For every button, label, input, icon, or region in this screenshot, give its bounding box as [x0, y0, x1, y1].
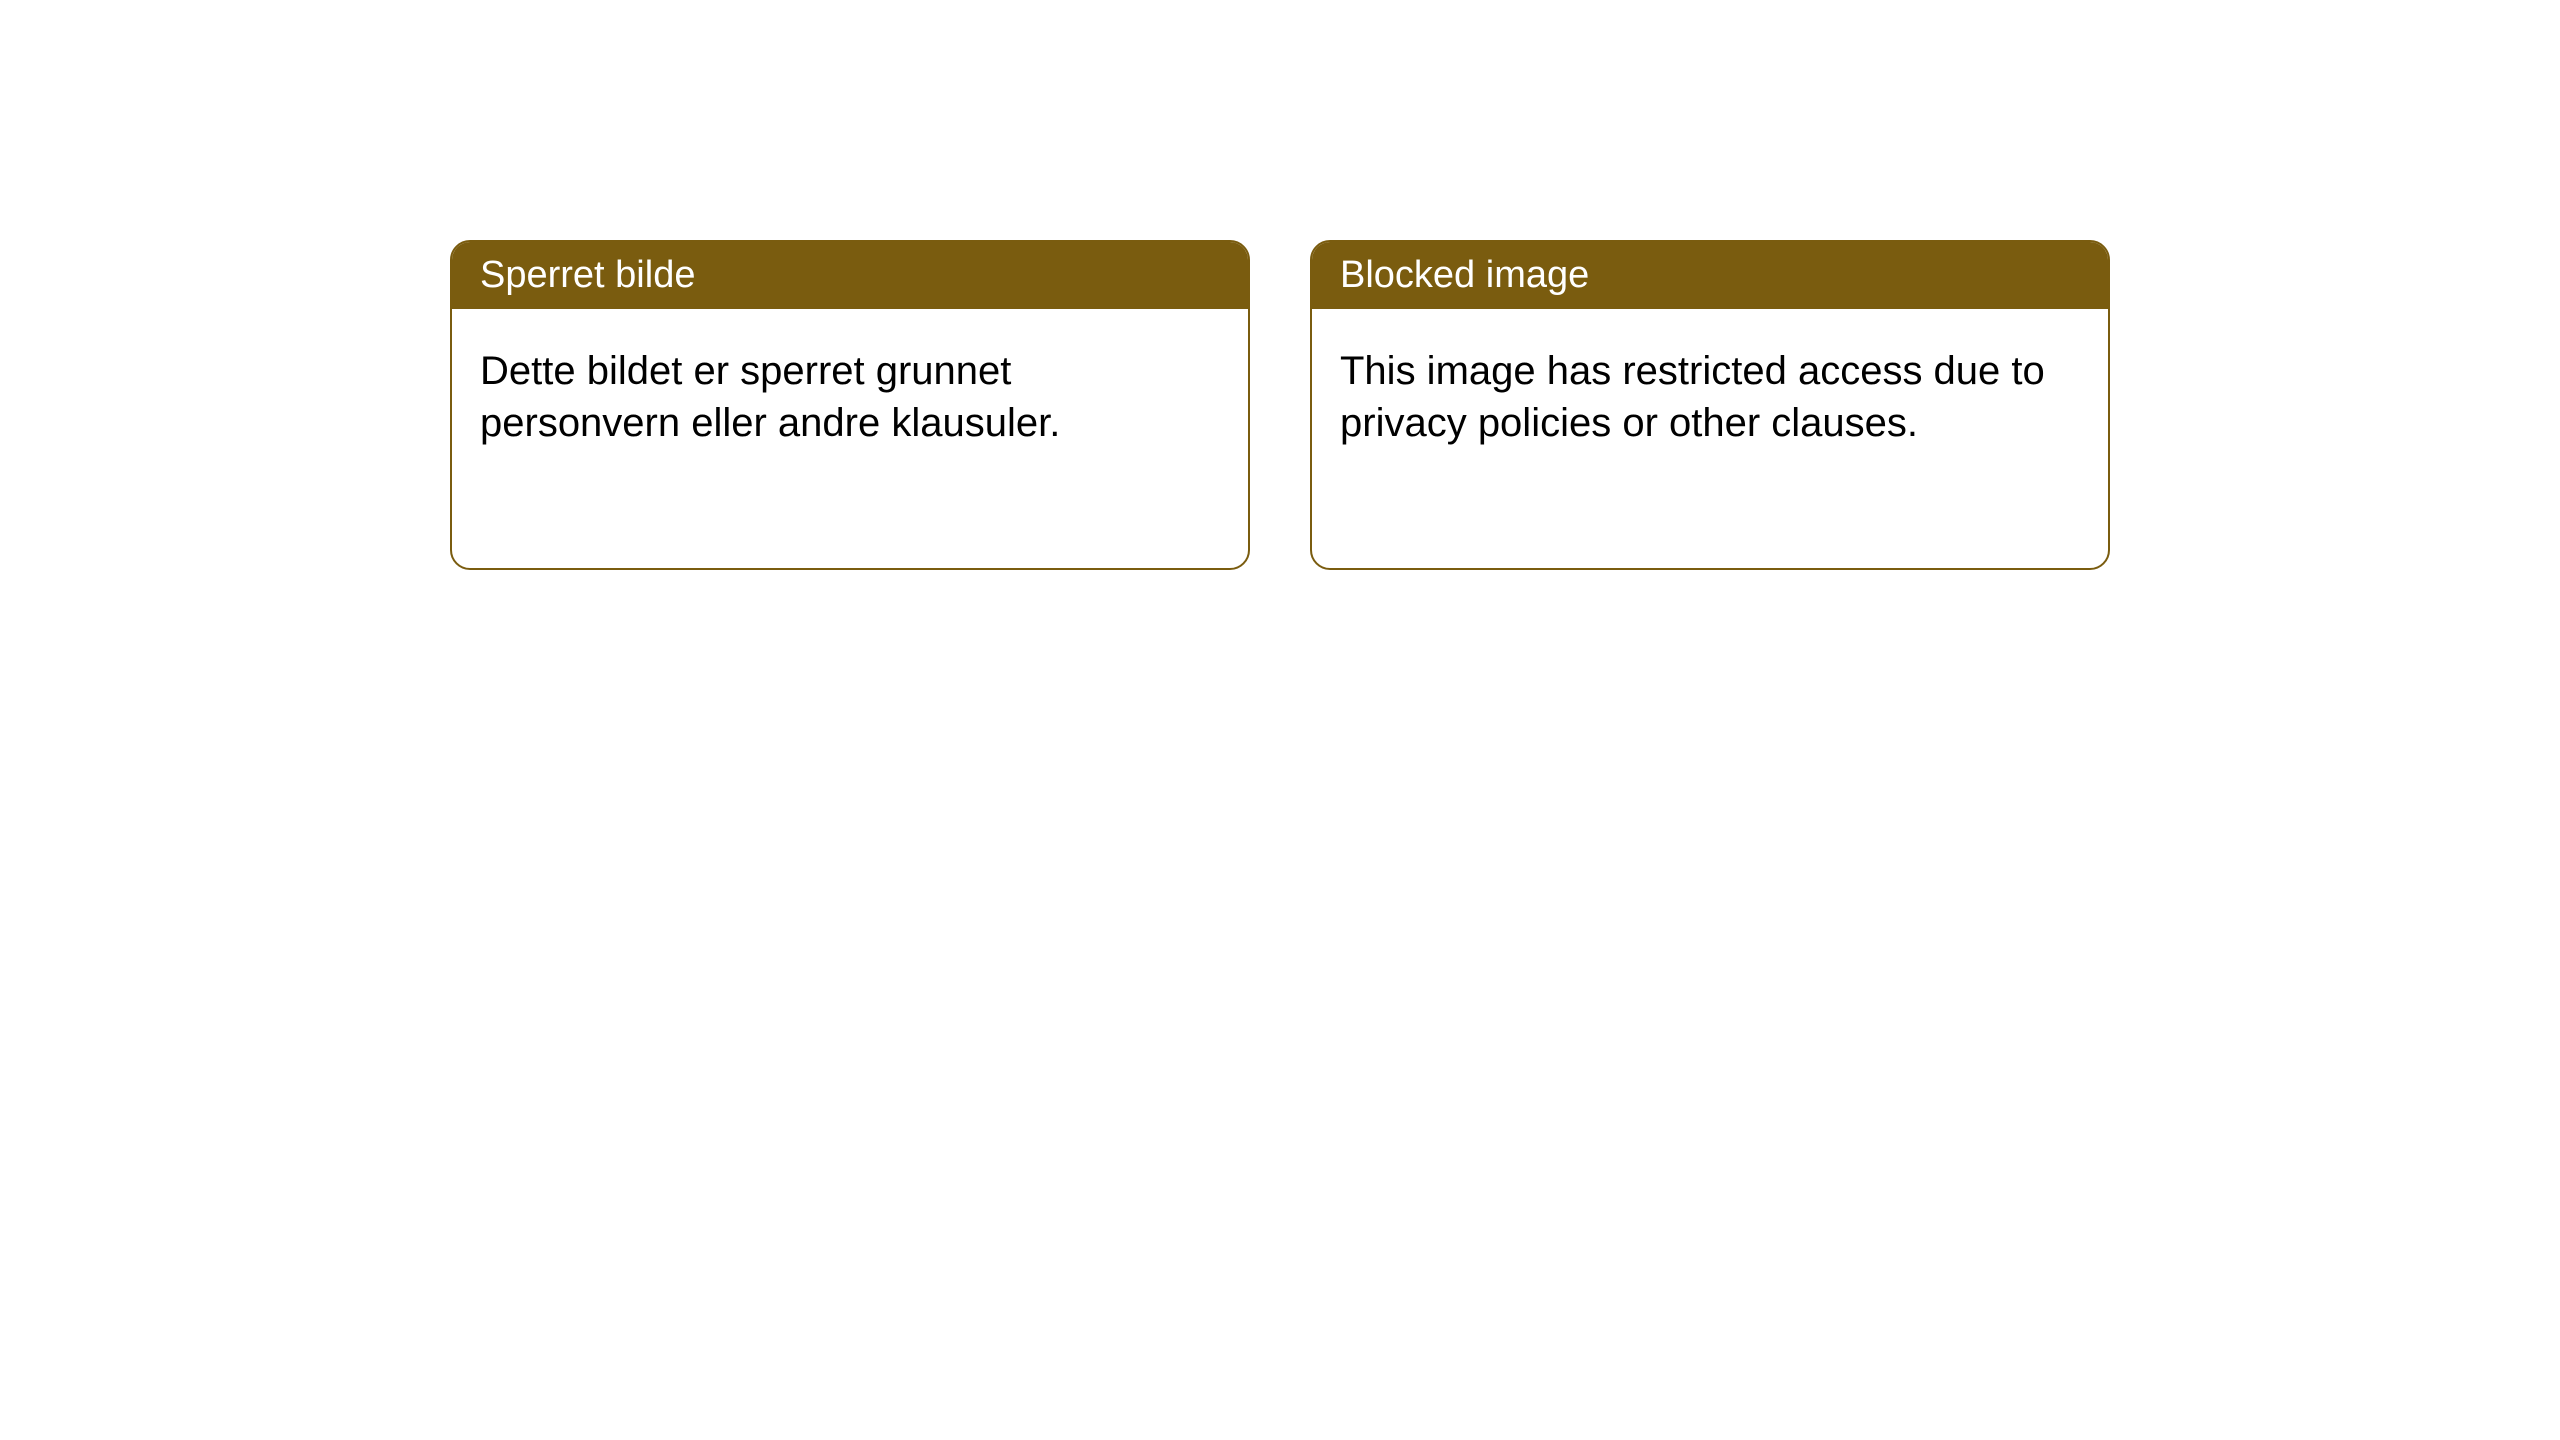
card-message: This image has restricted access due to …	[1340, 349, 2045, 445]
card-body: Dette bildet er sperret grunnet personve…	[452, 309, 1248, 485]
card-title: Blocked image	[1340, 254, 1589, 296]
card-header: Sperret bilde	[452, 242, 1248, 309]
card-message: Dette bildet er sperret grunnet personve…	[480, 349, 1060, 445]
blocked-image-card-english: Blocked image This image has restricted …	[1310, 240, 2110, 570]
card-title: Sperret bilde	[480, 254, 695, 296]
card-header: Blocked image	[1312, 242, 2108, 309]
cards-container: Sperret bilde Dette bildet er sperret gr…	[0, 0, 2560, 570]
blocked-image-card-norwegian: Sperret bilde Dette bildet er sperret gr…	[450, 240, 1250, 570]
card-body: This image has restricted access due to …	[1312, 309, 2108, 485]
